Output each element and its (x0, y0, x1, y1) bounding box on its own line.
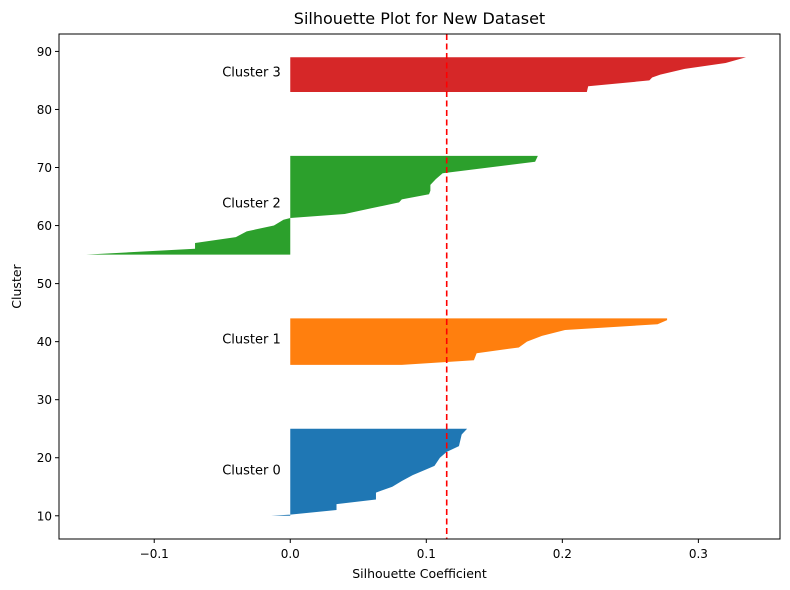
y-tick-label: 80 (37, 103, 52, 117)
y-tick-label: 60 (37, 219, 52, 233)
y-tick-label: 50 (37, 277, 52, 291)
cluster-0-silhouette (271, 428, 468, 516)
x-tick-label: 0.0 (281, 547, 300, 561)
y-axis-ticks: 10 20 30 40 50 60 70 80 90 (37, 45, 59, 523)
y-tick-label: 20 (37, 451, 52, 465)
x-tick-label: 0.3 (689, 547, 708, 561)
y-tick-label: 90 (37, 45, 52, 59)
y-tick-label: 30 (37, 393, 52, 407)
cluster-0-label: Cluster 0 (222, 463, 281, 478)
y-tick-label: 70 (37, 161, 52, 175)
y-tick-label: 40 (37, 335, 52, 349)
x-tick-label: −0.1 (140, 547, 169, 561)
cluster-2-label: Cluster 2 (222, 196, 281, 211)
cluster-3-silhouette (290, 57, 746, 93)
cluster-labels: Cluster 0 Cluster 1 Cluster 2 Cluster 3 (222, 66, 281, 479)
y-axis-label: Cluster (9, 263, 24, 308)
x-axis-ticks: −0.1 0.0 0.1 0.2 0.3 (140, 539, 708, 561)
plot-frame (58, 33, 781, 540)
cluster-2-silhouette (86, 155, 538, 255)
x-tick-label: 0.1 (417, 547, 436, 561)
cluster-1-label: Cluster 1 (222, 333, 281, 348)
cluster-1-silhouette (290, 318, 668, 365)
cluster-fills (86, 57, 746, 516)
cluster-3-label: Cluster 3 (222, 66, 281, 81)
chart-title: Silhouette Plot for New Dataset (294, 9, 545, 28)
x-axis-label: Silhouette Coefficient (352, 566, 487, 581)
y-tick-label: 10 (37, 509, 52, 523)
x-tick-label: 0.2 (553, 547, 572, 561)
